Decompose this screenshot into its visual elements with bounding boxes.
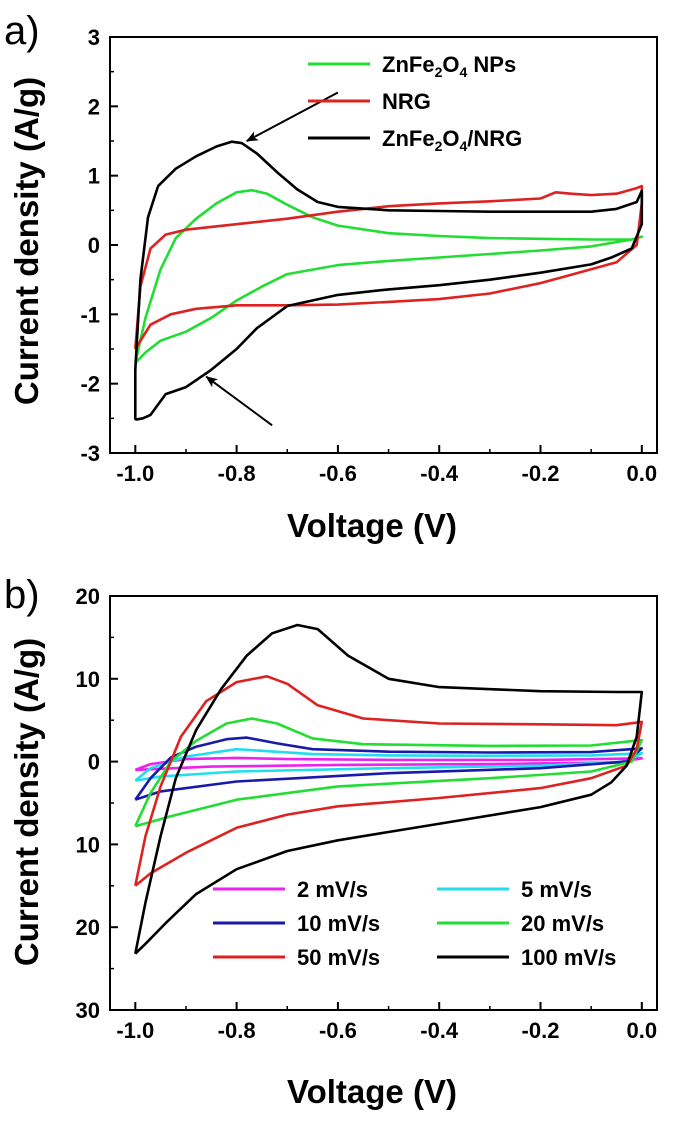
panel-a-y-tick-label: 0 [88,233,100,258]
panel-b-series-10-mv-s [134,736,644,801]
panel-a-x-tick-label: -0.2 [522,461,560,486]
panel-a-legend-label: ZnFe2O4/NRG [382,126,522,154]
panel-a-y-axis-label: Current density (A/g) [8,77,45,405]
panel-a-x-ticks: -1.0 -0.8 -0.6 -0.4 -0.2 0.0 [116,445,657,486]
panel-a-x-tick-label: 0.0 [627,461,658,486]
panel-b-y-tick-label: 10 [76,832,100,857]
panel-a-x-tick-label: -0.4 [420,461,459,486]
panel-a-series-znfe2o4-nps [134,188,644,364]
panel-b-x-tick-label: -1.0 [116,1018,154,1043]
panel-a-legend: ZnFe2O4 NPs NRG ZnFe2O4/NRG [308,52,522,154]
panel-a-y-tick-label: -3 [80,441,100,466]
panel-b-x-axis-label: Voltage (V) [287,1073,457,1110]
panel-b-legend-label: 100 mV/s [521,945,616,970]
panel-a-chart: a) Voltage (V) Current density (A/g) -1.… [4,9,658,544]
panel-a-y-tick-label: 2 [88,94,100,119]
panel-b-series-5-mv-s [134,747,644,782]
panel-a-letter: a) [4,9,40,53]
panel-a-y-tick-label: -2 [80,372,100,397]
panel-b-y-ticks: 20 10 0 10 20 30 [76,584,118,1023]
panel-a-y-ticks: 3 2 1 0 -1 -2 -3 [80,25,118,466]
panel-a-series-znfe2o4-nrg [134,140,644,421]
panel-b-series-50-mv-s [134,674,644,887]
panel-b-y-tick-label: 0 [88,750,100,775]
panel-a-y-tick-label: -1 [80,302,100,327]
panel-b-y-tick-label: 30 [76,998,100,1023]
panel-b-legend-label: 10 mV/s [297,911,380,936]
panel-b-y-tick-label: 20 [76,584,100,609]
panel-a-x-tick-label: -0.8 [218,461,256,486]
panel-b-legend: 2 mV/s 5 mV/s 10 mV/s 20 mV/s 50 mV/s 100 mV/… [213,877,616,970]
panel-b-legend-label: 20 mV/s [521,911,604,936]
panel-a-x-tick-label: -0.6 [319,461,357,486]
panel-b-x-tick-label: 0.0 [627,1018,658,1043]
panel-a-series-nrg [134,184,644,350]
panel-b-x-tick-label: -0.4 [420,1018,459,1043]
panel-a-y-tick-label: 3 [88,25,100,50]
panel-b-x-tick-label: -0.6 [319,1018,357,1043]
panel-b-x-tick-label: -0.8 [218,1018,256,1043]
panel-b-chart: b) Voltage (V) Current density (A/g) -1.… [4,573,658,1110]
panel-b-y-tick-label: 20 [76,915,100,940]
panel-b-letter: b) [4,573,40,617]
panel-b-series-100-mv-s [134,623,644,955]
panel-a-x-axis-label: Voltage (V) [287,507,457,544]
panel-a-legend-label: NRG [382,89,431,114]
panel-b-plot-frame [109,595,658,1011]
panel-b-x-ticks: -1.0 -0.8 -0.6 -0.4 -0.2 0.0 [116,1002,657,1043]
panel-b-legend-label: 5 mV/s [521,877,592,902]
panel-b-y-axis-label: Current density (A/g) [8,638,45,966]
panel-a-plot-frame [109,36,658,454]
panel-a-series [134,140,644,421]
panel-b-legend-label: 50 mV/s [297,945,380,970]
panel-b-series [134,623,644,955]
panel-b-x-tick-label: -0.2 [522,1018,560,1043]
panel-b-y-tick-label: 10 [76,667,100,692]
panel-a-x-tick-label: -1.0 [116,461,154,486]
panel-a-legend-label: ZnFe2O4 NPs [382,52,516,80]
panel-b-series-20-mv-s [134,717,644,828]
panel-a-arrow-2 [205,375,273,427]
panel-a-y-tick-label: 1 [88,164,100,189]
panel-b-series-2-mv-s [134,756,644,772]
panel-b-legend-label: 2 mV/s [297,877,368,902]
